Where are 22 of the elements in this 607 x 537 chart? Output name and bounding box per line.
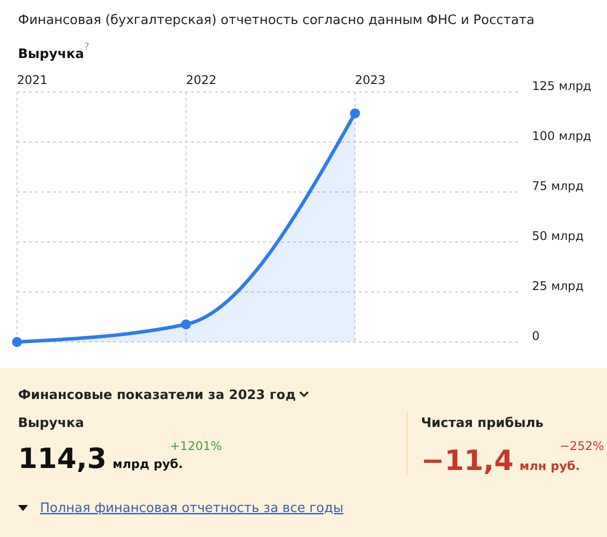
y-tick-label: 25 млрд (532, 279, 584, 293)
y-tick-label: 0 (532, 329, 540, 343)
text: −252% (560, 439, 604, 453)
text: Полная финансовая отчетность за все годы (40, 501, 344, 516)
text: млрд руб. (112, 457, 183, 471)
y-tick-label: 125 млрд (532, 79, 592, 93)
text: +1201% (170, 439, 222, 453)
text: Чистая прибыль (421, 416, 544, 431)
chart-subtitle: Финансовая (бухгалтерская) отчетность согласно данным ФНС и Росстата (18, 13, 534, 28)
y-tick-label: 75 млрд (532, 179, 584, 193)
x-tick-label: 2022 (186, 73, 217, 87)
text: Финансовые показатели за 2023 год (18, 388, 296, 403)
y-tick-label: 100 млрд (532, 129, 592, 143)
text: Выручка (18, 416, 84, 431)
x-tick-label: 2021 (17, 73, 48, 87)
x-tick-label: 2023 (355, 73, 386, 87)
text: млн руб. (520, 459, 580, 473)
y-tick-label: 50 млрд (532, 229, 584, 243)
chart-title: Выручка (18, 47, 84, 62)
text: −11,4 (421, 444, 514, 477)
text: 114,3 (18, 442, 107, 475)
text: ? (84, 42, 90, 53)
